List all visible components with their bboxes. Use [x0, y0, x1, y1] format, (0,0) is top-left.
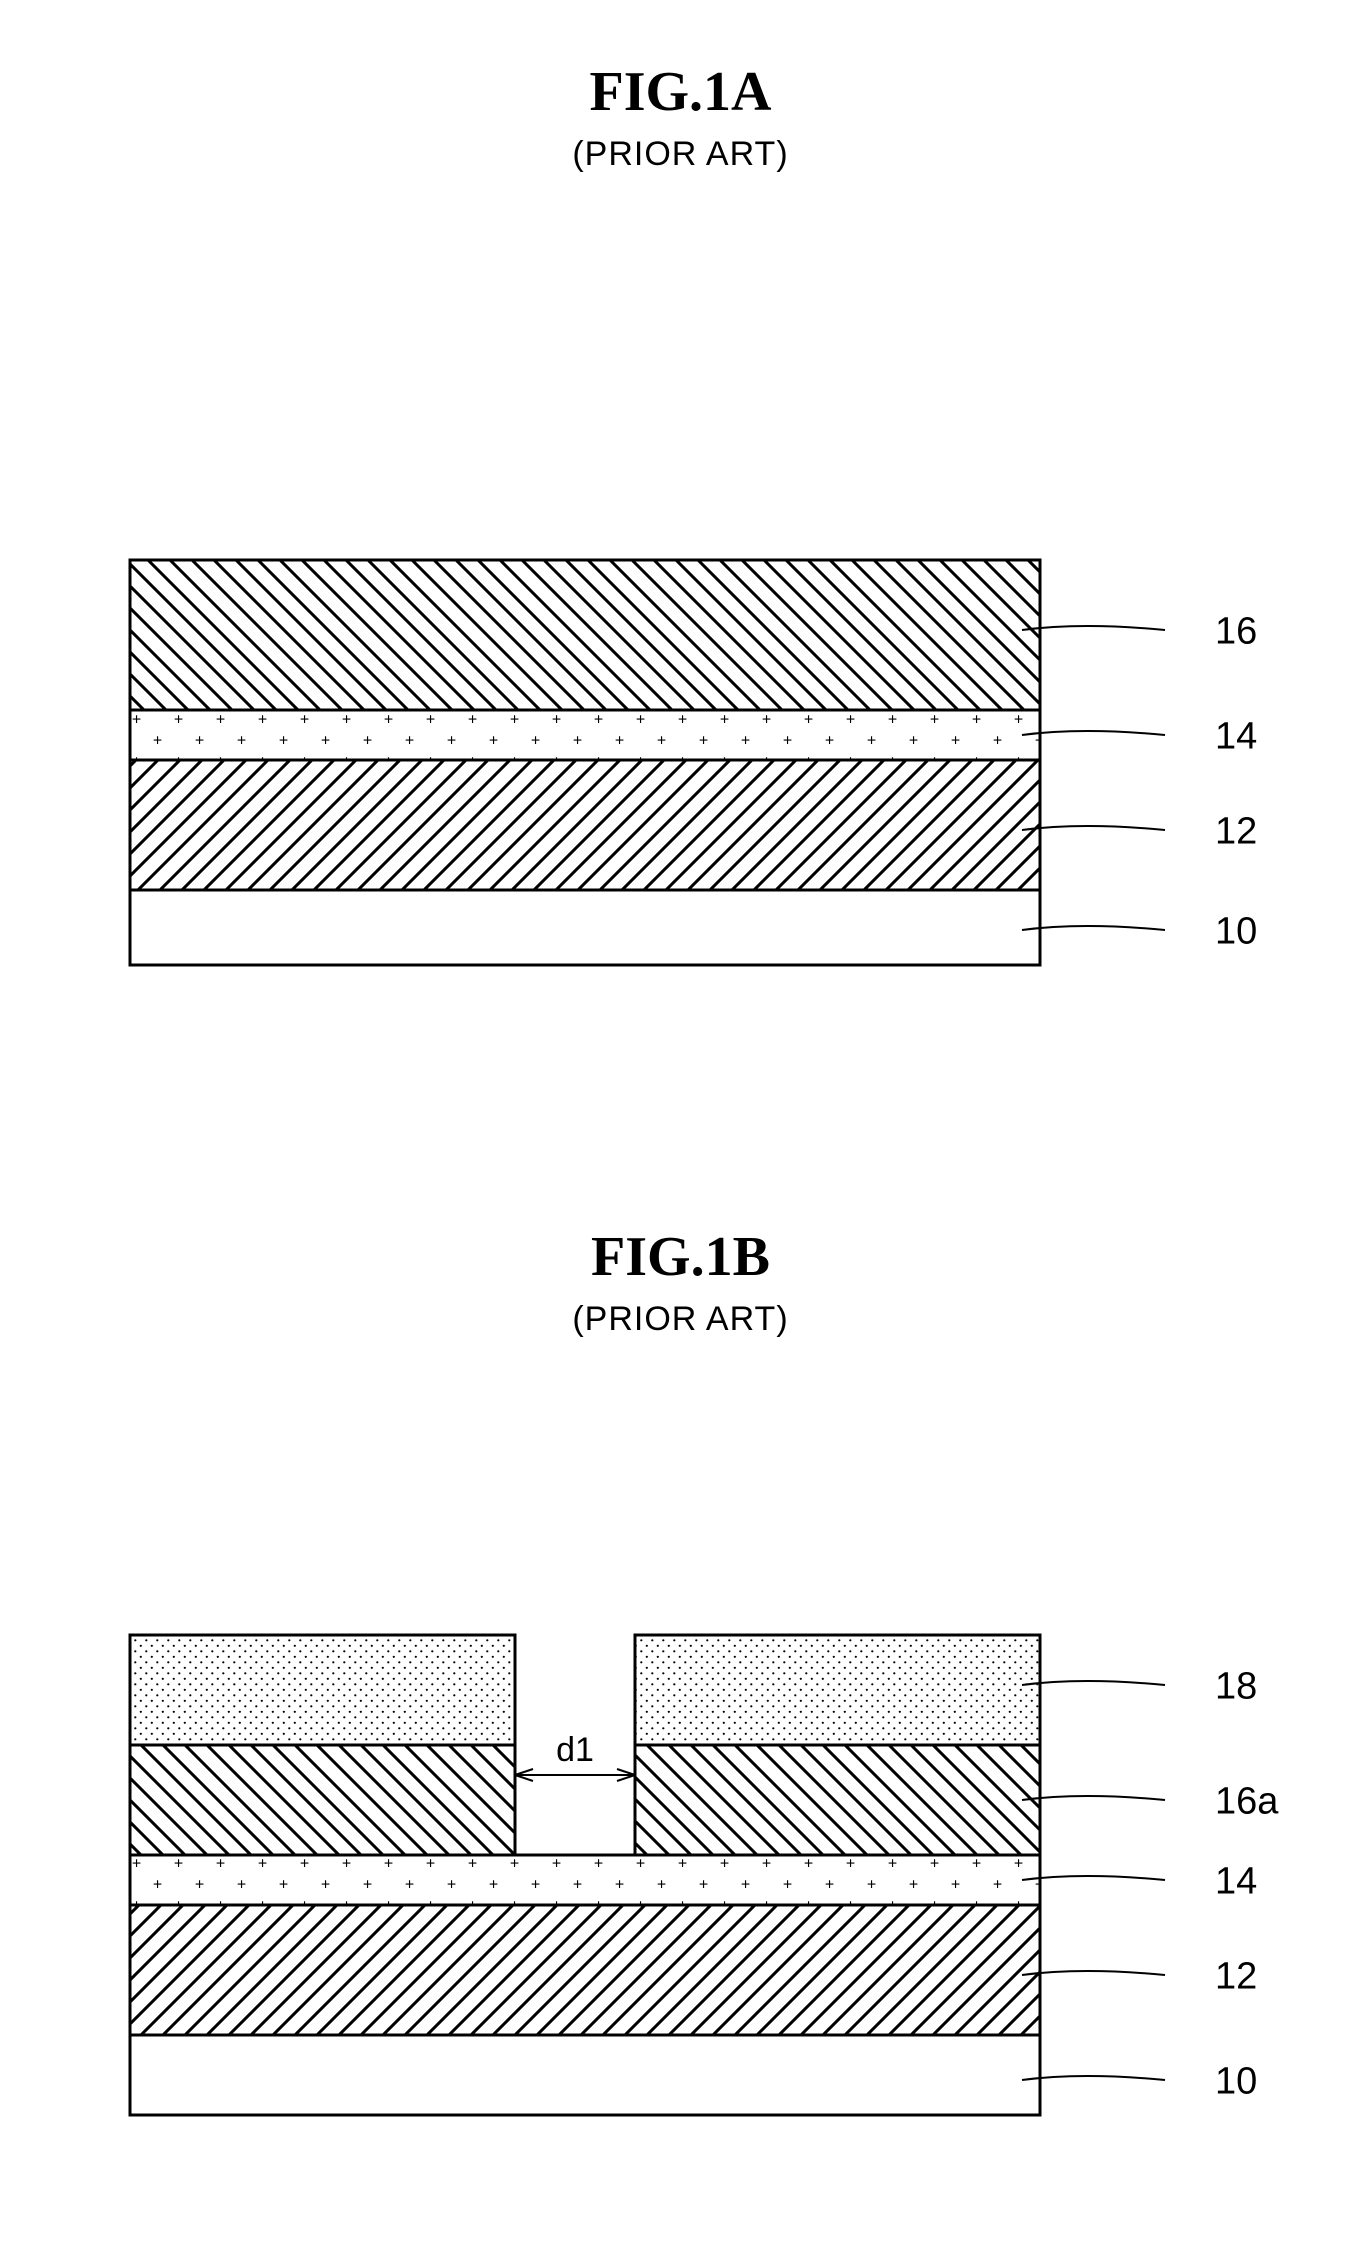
d1-dimension: d1 — [515, 1731, 635, 1781]
d1-label: d1 — [556, 1731, 594, 1769]
figA-title: FIG.1A — [0, 60, 1361, 124]
layer-label-14: 14 — [1215, 1860, 1257, 1902]
figA-diagram: ++10121416 — [0, 500, 1361, 1020]
layer-label-14: 14 — [1215, 715, 1257, 757]
page: FIG.1A (PRIOR ART) ++10121416 FIG.1B (PR… — [0, 0, 1361, 2266]
figA-subtitle: (PRIOR ART) — [0, 135, 1361, 174]
layer-label-10: 10 — [1215, 2060, 1257, 2102]
layer-label-10: 10 — [1215, 910, 1257, 952]
figB-diagram: ++d110121416a18 — [0, 1560, 1361, 2180]
layer-label-12: 12 — [1215, 1955, 1257, 1997]
layer-label-16: 16 — [1215, 610, 1257, 652]
figB-subtitle: (PRIOR ART) — [0, 1300, 1361, 1339]
layer-label-12: 12 — [1215, 810, 1257, 852]
figB-title: FIG.1B — [0, 1225, 1361, 1289]
layer-label-18: 18 — [1215, 1665, 1257, 1707]
layer-label-16a: 16a — [1215, 1780, 1279, 1822]
